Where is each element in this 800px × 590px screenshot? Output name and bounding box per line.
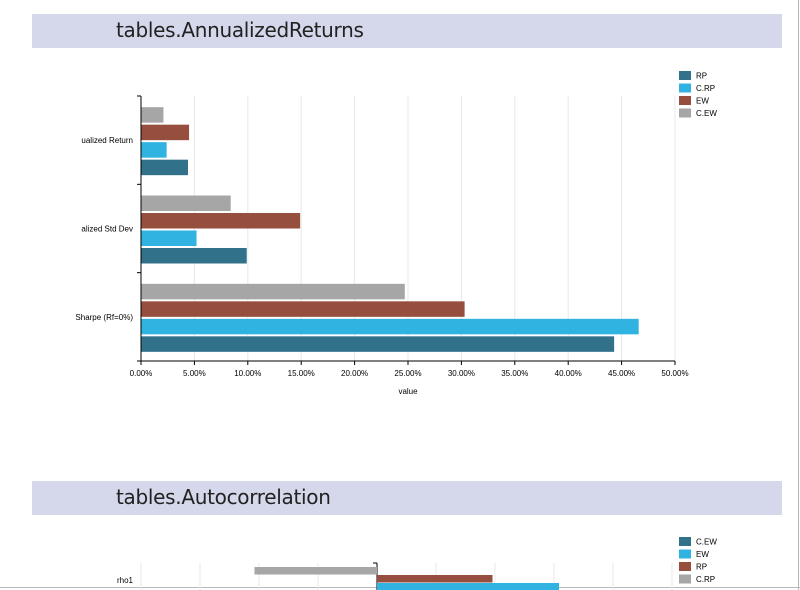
x-tick-label: 0.00% — [130, 369, 153, 378]
bar-cew — [141, 283, 405, 300]
x-tick-label: 5.00% — [183, 369, 206, 378]
bar-ew — [141, 301, 465, 317]
bar-ew — [141, 124, 190, 141]
legend-label: C.RP — [696, 84, 715, 93]
legend-swatch — [679, 71, 691, 80]
annualized-returns-chart: ualized Return alized Std Dev Sharpe (Rf=0… — [75, 71, 717, 396]
category-label: alized Std Dev — [81, 225, 133, 234]
legend-label: EW — [696, 550, 709, 559]
bar-cew — [141, 195, 231, 211]
category-label: rho1 — [117, 576, 134, 585]
x-tick-label: 20.00% — [341, 369, 368, 378]
section-header-autocorrelation: tables.Autocorrelation — [32, 481, 782, 515]
legend-swatch — [679, 96, 691, 105]
bar-crp — [254, 567, 377, 575]
legend-label: EW — [696, 97, 709, 106]
x-tick-label: 30.00% — [448, 369, 475, 378]
x-axis-label: value — [398, 387, 418, 396]
legend-swatch — [679, 549, 691, 559]
legend-swatch — [679, 108, 691, 118]
bar-crp — [141, 230, 197, 246]
bar-ew — [141, 213, 301, 229]
x-tick-label: 15.00% — [288, 369, 315, 378]
legend-label: RP — [696, 563, 707, 572]
x-tick-label: 50.00% — [661, 369, 688, 378]
section-title: tables.AnnualizedReturns — [116, 18, 364, 42]
x-tick-label: 45.00% — [608, 369, 635, 378]
bar-rp — [141, 159, 188, 176]
bar-ew — [377, 583, 559, 590]
legend-swatch — [679, 537, 691, 546]
section-title: tables.Autocorrelation — [116, 485, 331, 509]
x-tick-label: 35.00% — [501, 369, 528, 378]
x-tick-label: 40.00% — [555, 369, 582, 378]
legend-label: C.RP — [696, 575, 715, 584]
bar-rp — [141, 336, 615, 352]
autocorrelation-chart: rho1 C.EW EW RP C.RP — [117, 537, 717, 590]
window-border-right — [798, 0, 799, 590]
category-label: ualized Return — [81, 136, 133, 145]
bar-crp — [141, 318, 639, 335]
legend-swatch — [679, 562, 691, 571]
legend-swatch — [679, 83, 691, 93]
bar-rp — [377, 575, 493, 583]
bar-cew — [141, 107, 164, 123]
legend-label: C.EW — [696, 538, 717, 547]
x-tick-label: 10.00% — [234, 369, 261, 378]
section-header-annualized-returns: tables.AnnualizedReturns — [32, 14, 782, 48]
x-tick-label: 25.00% — [394, 369, 421, 378]
bar-crp — [141, 142, 167, 158]
category-label: Sharpe (Rf=0%) — [75, 313, 133, 322]
bar-rp — [141, 248, 247, 264]
legend-label: RP — [696, 72, 707, 81]
legend-swatch — [679, 574, 691, 584]
legend-label: C.EW — [696, 109, 717, 118]
